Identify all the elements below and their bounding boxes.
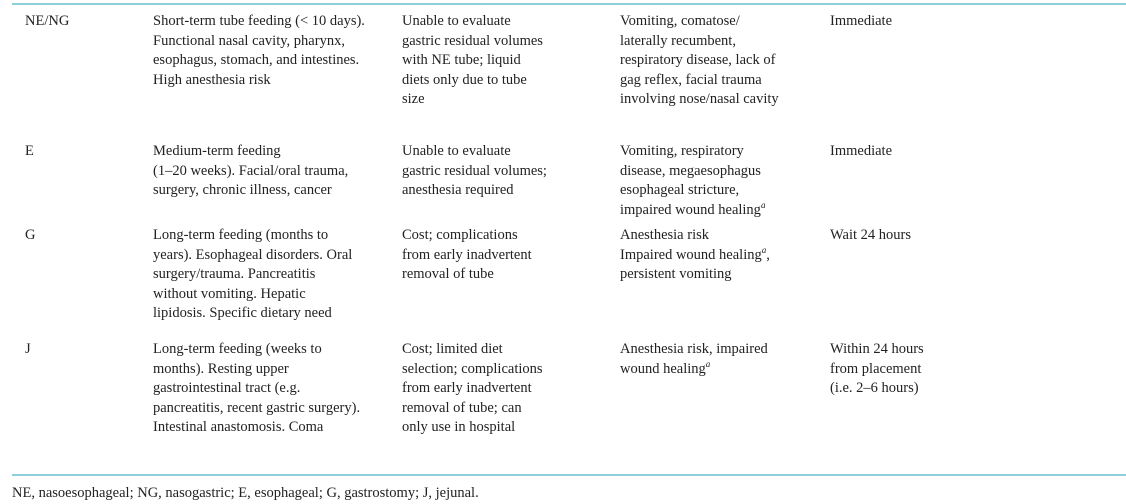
contraindications-text: Vomiting, respiratory disease, megaesoph…: [620, 143, 761, 218]
table-footnote: NE, nasoesophageal; NG, nasogastric; E, …: [12, 485, 479, 501]
footnote-marker: a: [761, 244, 767, 255]
timing-cell: Within 24 hours from placement (i.e. 2–6…: [830, 341, 924, 396]
contraindications-text: Anesthesia risk Impaired wound healing: [620, 227, 762, 263]
contraindications-cell: Vomiting, respiratory disease, megaesoph…: [620, 142, 825, 220]
contraindications-text: Anesthesia risk, impaired wound healing: [620, 341, 768, 377]
timing-cell: Immediate: [830, 13, 893, 29]
footnote-marker: a: [705, 358, 711, 369]
table-bottom-rule: [12, 474, 1126, 476]
timing-cell: Immediate: [830, 143, 893, 159]
contraindications-cell: Anesthesia risk Impaired wound healinga,…: [620, 226, 825, 285]
tube-type-cell: NE/NG: [25, 13, 70, 29]
indications-cell: Short-term tube feeding (< 10 days). Fun…: [153, 13, 365, 88]
contraindications-cell: Anesthesia risk, impaired wound healinga: [620, 340, 825, 379]
tube-type-cell: J: [25, 341, 31, 357]
disadvantages-cell: Unable to evaluate gastric residual volu…: [402, 143, 547, 198]
footnote-marker: a: [760, 199, 766, 210]
contraindications-cell: Vomiting, comatose/ laterally recumbent,…: [620, 12, 825, 110]
table-top-rule: [12, 3, 1126, 5]
indications-cell: Long-term feeding (weeks to months). Res…: [153, 341, 361, 435]
contraindications-text: Vomiting, comatose/ laterally recumbent,…: [620, 13, 779, 107]
indications-cell: Long-term feeding (months to years). Eso…: [153, 227, 353, 321]
timing-cell: Wait 24 hours: [830, 227, 911, 243]
disadvantages-cell: Cost; limited diet selection; complicati…: [402, 341, 543, 435]
contraindications-text-cont: , persistent vomiting: [620, 246, 770, 283]
tube-type-cell: G: [25, 227, 36, 243]
disadvantages-cell: Unable to evaluate gastric residual volu…: [402, 13, 543, 107]
indications-cell: Medium-term feeding (1–20 weeks). Facial…: [153, 143, 349, 198]
disadvantages-cell: Cost; complications from early inadverte…: [402, 227, 532, 282]
tube-type-cell: E: [25, 143, 34, 159]
